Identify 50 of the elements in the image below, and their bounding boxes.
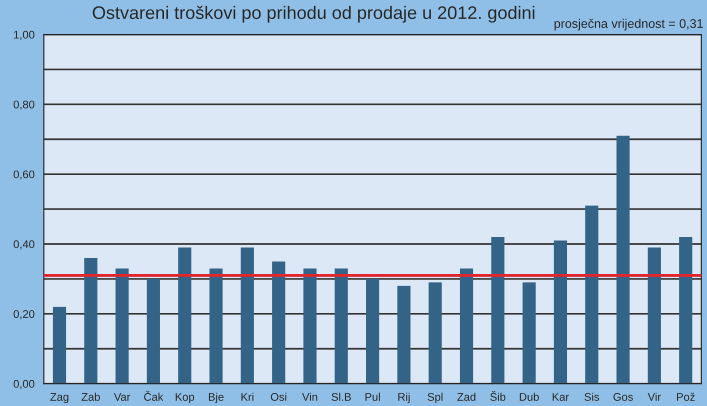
x-tick-label: Pul: [365, 392, 380, 401]
y-tick-label: 0,00: [14, 380, 34, 390]
bar: [585, 206, 598, 384]
y-tick-label: 0,80: [14, 100, 34, 110]
x-tick-label: Dub: [520, 392, 539, 401]
x-tick-label: Zad: [457, 392, 476, 401]
bar: [52, 306, 66, 384]
x-tick-label: Šib: [490, 391, 506, 401]
bar: [366, 278, 380, 384]
bar: [460, 268, 474, 384]
bar: [616, 136, 630, 384]
x-tick-label: Kop: [176, 393, 194, 404]
bar: [84, 258, 98, 384]
x-tick-label: Vin: [302, 392, 318, 401]
bar: [679, 237, 692, 384]
x-tick-label: Bje: [208, 392, 224, 404]
bar: [116, 268, 129, 384]
x-tick-label: Kri: [241, 392, 254, 401]
bar: [178, 248, 192, 384]
bar: [522, 282, 536, 384]
x-tick-label: Vir: [648, 392, 661, 401]
y-tick-label: 0,60: [14, 170, 34, 180]
bar: [303, 268, 317, 384]
bar: [334, 268, 348, 384]
bar: [272, 261, 286, 384]
y-tick-label: 0,40: [14, 240, 34, 250]
text: prosječna vrijednost = 0,31: [554, 18, 703, 30]
x-tick-label: Zab: [82, 392, 100, 401]
x-tick-label: Pož: [677, 392, 695, 401]
x-tick-label: Čak: [144, 391, 164, 401]
bar: [146, 278, 160, 384]
chart-title: Ostvareni troškovi po prihodu od prodaje u 2012. godini: [92, 6, 534, 23]
y-tick-label: 0,20: [14, 310, 34, 320]
x-tick-label: Sis: [584, 392, 600, 401]
x-tick-label: Kar: [552, 393, 569, 401]
x-tick-label: Gos: [613, 392, 633, 401]
bar: [491, 237, 504, 384]
bar: [240, 248, 254, 384]
x-tick-label: Sl.B: [332, 392, 351, 401]
x-tick-label: Rij: [398, 392, 410, 404]
x-tick-label: Osi: [270, 392, 286, 401]
bar: [428, 282, 442, 384]
x-tick-label: Spl: [428, 392, 442, 404]
x-tick-label: Var: [114, 393, 130, 401]
x-tick-label: Zag: [50, 393, 68, 404]
bar: [397, 286, 410, 384]
y-tick-label: 1,00: [14, 30, 34, 40]
bar: [209, 268, 223, 384]
bar: [648, 248, 661, 384]
bar: [554, 240, 568, 384]
